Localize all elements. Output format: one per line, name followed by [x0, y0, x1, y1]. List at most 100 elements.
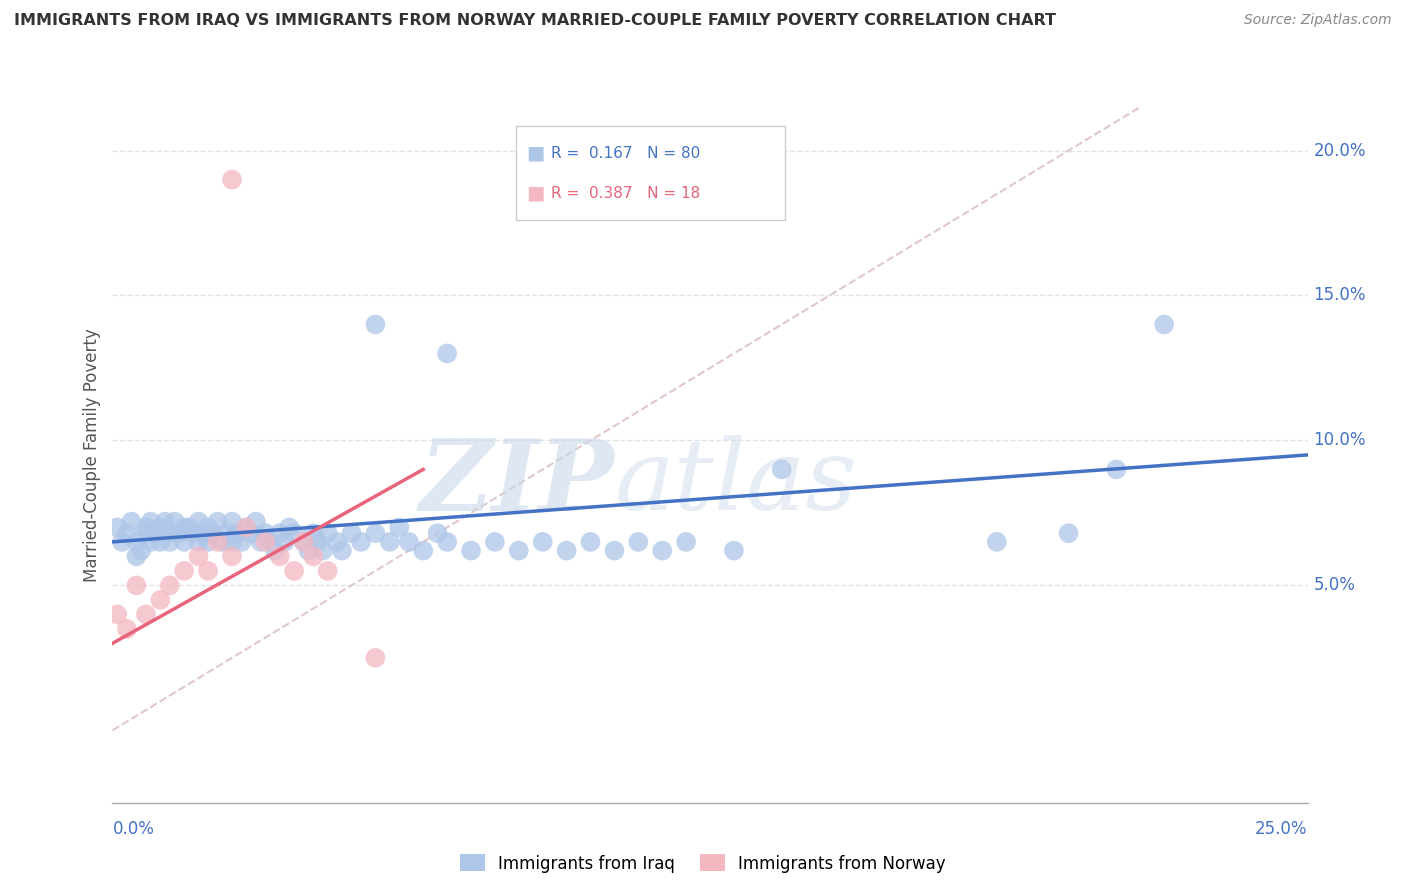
Point [264, 543, 287, 558]
Text: 20.0%: 20.0% [1313, 142, 1367, 160]
Point [211, 534, 233, 549]
Point [302, 526, 325, 541]
Point [1057, 526, 1080, 541]
Point [159, 526, 181, 541]
Point [292, 534, 315, 549]
Point [139, 515, 162, 529]
Point [426, 526, 449, 541]
Point [278, 520, 301, 534]
Y-axis label: Married-Couple Family Poverty: Married-Couple Family Poverty [83, 328, 101, 582]
Point [149, 520, 172, 534]
Point [221, 515, 243, 529]
Point [197, 564, 219, 578]
Point [269, 549, 291, 564]
Point [302, 549, 325, 564]
Point [125, 549, 148, 564]
Point [163, 515, 186, 529]
Point [221, 534, 243, 549]
Point [135, 526, 157, 541]
Point [201, 526, 224, 541]
Point [217, 526, 239, 541]
Point [340, 526, 363, 541]
Point [436, 534, 458, 549]
Point [297, 543, 319, 558]
Point [235, 520, 257, 534]
Point [364, 318, 387, 332]
Point [254, 526, 277, 541]
Point [364, 651, 387, 665]
Point [111, 534, 134, 549]
Point [269, 526, 291, 541]
Point [145, 526, 167, 541]
Point [316, 564, 339, 578]
Point [770, 462, 793, 476]
Point [1153, 318, 1175, 332]
Point [235, 520, 257, 534]
Point [221, 172, 243, 186]
Point [675, 534, 697, 549]
Point [125, 578, 148, 592]
Point [312, 543, 335, 558]
Text: R =  0.387   N = 18: R = 0.387 N = 18 [551, 186, 700, 201]
Point [603, 543, 626, 558]
Point [187, 549, 209, 564]
Point [723, 543, 745, 558]
Point [627, 534, 650, 549]
Point [508, 543, 530, 558]
Point [115, 622, 138, 636]
Point [193, 526, 215, 541]
Text: 10.0%: 10.0% [1313, 432, 1367, 450]
Point [254, 534, 277, 549]
Point [173, 534, 195, 549]
Text: ■: ■ [526, 144, 544, 162]
Text: 15.0%: 15.0% [1313, 286, 1367, 304]
Point [187, 515, 209, 529]
Point [249, 534, 271, 549]
Point [135, 607, 157, 622]
Point [388, 520, 411, 534]
Point [105, 520, 128, 534]
Text: ■: ■ [526, 184, 544, 202]
Point [149, 534, 172, 549]
Point [1105, 462, 1128, 476]
Point [259, 534, 281, 549]
Point [207, 515, 229, 529]
Point [460, 543, 482, 558]
Point [125, 534, 148, 549]
Point [153, 515, 176, 529]
Point [159, 534, 181, 549]
Point [412, 543, 434, 558]
Point [326, 534, 349, 549]
Point [197, 534, 219, 549]
Point [350, 534, 373, 549]
Point [273, 534, 295, 549]
Point [531, 534, 554, 549]
Point [579, 534, 602, 549]
Point [307, 534, 329, 549]
Point [105, 607, 128, 622]
Point [149, 592, 172, 607]
Point [283, 564, 305, 578]
Text: IMMIGRANTS FROM IRAQ VS IMMIGRANTS FROM NORWAY MARRIED-COUPLE FAMILY POVERTY COR: IMMIGRANTS FROM IRAQ VS IMMIGRANTS FROM … [14, 13, 1056, 29]
Point [187, 534, 209, 549]
Text: R =  0.167   N = 80: R = 0.167 N = 80 [551, 145, 700, 161]
Point [484, 534, 506, 549]
Point [240, 526, 263, 541]
Point [398, 534, 420, 549]
Point [364, 526, 387, 541]
Point [159, 578, 181, 592]
Point [225, 526, 247, 541]
Point [121, 515, 143, 529]
Text: Source: ZipAtlas.com: Source: ZipAtlas.com [1244, 13, 1392, 28]
Point [378, 534, 401, 549]
Text: 5.0%: 5.0% [1313, 576, 1355, 594]
Point [316, 526, 339, 541]
Point [135, 520, 157, 534]
Text: atlas: atlas [614, 435, 858, 531]
Point [173, 520, 195, 534]
Point [283, 526, 305, 541]
Point [555, 543, 578, 558]
Point [207, 534, 229, 549]
Point [651, 543, 673, 558]
Point [986, 534, 1008, 549]
